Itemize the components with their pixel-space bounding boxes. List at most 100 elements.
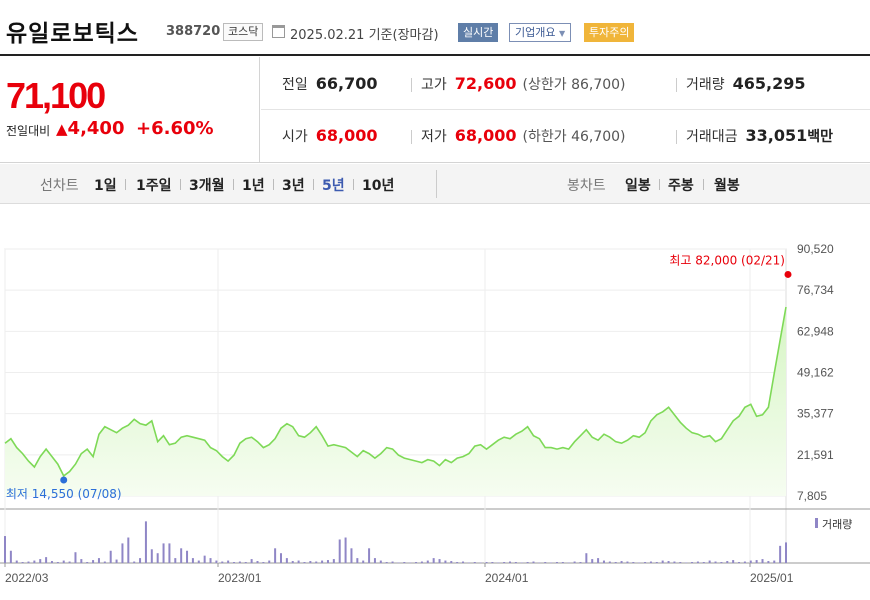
volume-bar xyxy=(761,559,764,563)
volume-bar xyxy=(350,548,353,563)
company-overview-dropdown[interactable]: 기업개요 ▼ xyxy=(509,23,572,42)
volume-bar xyxy=(62,560,65,563)
y-tick-label: 21,591 xyxy=(797,448,834,462)
low-marker xyxy=(60,476,68,484)
tab-weekly-candle[interactable]: 주봉 xyxy=(668,178,694,194)
divider xyxy=(703,179,704,190)
volume-bar xyxy=(667,561,670,563)
divider xyxy=(180,179,181,190)
investment-warning-badge: 투자주의 xyxy=(584,23,635,42)
volume-bar xyxy=(561,562,564,563)
volume-bar xyxy=(773,560,776,563)
tab-1week[interactable]: 1주일 xyxy=(136,178,172,194)
volume-legend-swatch xyxy=(815,518,818,528)
volume-bar xyxy=(473,562,476,563)
volume-bar xyxy=(755,560,758,563)
volume-bar xyxy=(309,561,312,563)
volume-bar xyxy=(33,560,36,563)
volume-bar xyxy=(68,561,71,563)
volume-bar xyxy=(544,562,547,563)
volume-bar xyxy=(315,561,318,563)
volume-bar xyxy=(356,558,359,563)
divider xyxy=(676,78,677,92)
volume-bar xyxy=(444,560,447,563)
volume-bar xyxy=(103,561,106,563)
volume-bar xyxy=(227,560,230,563)
calendar-icon xyxy=(272,25,285,38)
volume-bar xyxy=(233,562,236,563)
low-label: 최저 14,550 (07/08) xyxy=(6,487,122,501)
volume-bar xyxy=(649,561,652,563)
tab-1year[interactable]: 1년 xyxy=(242,178,265,194)
volume-bar xyxy=(162,543,165,563)
volume-bar xyxy=(121,543,124,563)
divider xyxy=(411,130,412,144)
up-triangle-icon: ▲ xyxy=(56,120,68,138)
volume-bar xyxy=(373,558,376,563)
volume-bar xyxy=(708,560,711,563)
volume-bar xyxy=(321,560,324,563)
tab-10years[interactable]: 10년 xyxy=(362,178,395,194)
tab-daily-candle[interactable]: 일봉 xyxy=(625,178,651,194)
volume-bar xyxy=(438,559,441,563)
volume-bar xyxy=(174,558,177,563)
tab-3months[interactable]: 3개월 xyxy=(189,178,225,194)
volume-bar xyxy=(279,553,282,563)
volume-bar xyxy=(732,560,735,563)
chart-period-tabs: 선차트 1일 1주일 3개월 1년 3년 5년 10년 봉차트 일봉 주봉 월봉 xyxy=(0,164,870,204)
volume-legend-label: 거래량 xyxy=(822,518,852,531)
y-tick-label: 76,734 xyxy=(797,283,834,297)
volume-bar xyxy=(186,550,189,563)
volume-bar xyxy=(403,562,406,563)
volume-bar xyxy=(702,562,705,563)
divider xyxy=(261,109,870,110)
high-marker xyxy=(784,270,792,278)
divider xyxy=(273,179,274,190)
divider xyxy=(125,179,126,190)
plot-frame xyxy=(4,248,787,564)
volume-bar xyxy=(209,558,212,563)
volume-bar xyxy=(368,548,371,563)
volume-bar xyxy=(56,562,59,563)
volume-bar xyxy=(749,560,752,563)
tab-1day[interactable]: 1일 xyxy=(94,178,117,194)
stock-code: 388720 xyxy=(166,24,221,39)
volume-bar xyxy=(509,561,512,563)
x-tick-label: 2024/01 xyxy=(485,571,529,585)
stock-header: 유일로보틱스 388720 코스닥 2025.02.21 기준(장마감) 실시간… xyxy=(0,0,870,56)
volume-bar xyxy=(168,543,171,563)
volume-bar xyxy=(661,560,664,563)
volume-bar xyxy=(673,561,676,563)
price-area xyxy=(5,307,786,496)
volume-bar xyxy=(250,559,253,563)
price-summary: 71,100 전일대비 ▲4,400 +6.60% 전일 66,700 고가 72,… xyxy=(0,57,870,163)
volume-bar xyxy=(45,557,48,563)
volume-bar xyxy=(597,558,600,563)
volume-bar xyxy=(503,562,506,563)
tab-monthly-candle[interactable]: 월봉 xyxy=(714,178,740,194)
tab-5years[interactable]: 5년 xyxy=(322,178,345,194)
volume-bar xyxy=(133,561,136,563)
tab-3years[interactable]: 3년 xyxy=(282,178,305,194)
volume-bar xyxy=(602,560,605,563)
volume-bar xyxy=(144,521,147,563)
market-badge: 코스닥 xyxy=(223,23,264,41)
volume-bar xyxy=(244,562,247,563)
volume-bar xyxy=(74,552,77,563)
realtime-button[interactable]: 실시간 xyxy=(458,23,499,42)
trade-amount: 거래대금 33,051백만 xyxy=(686,126,834,145)
volume-bar xyxy=(197,560,200,563)
volume-bar xyxy=(626,561,629,563)
volume-bar xyxy=(303,562,306,563)
volume-bar xyxy=(9,550,12,563)
volume-bar xyxy=(726,561,729,563)
volume-bar xyxy=(785,542,787,563)
volume-bar xyxy=(579,562,582,563)
volume-bar xyxy=(691,562,694,563)
volume-bar xyxy=(720,562,723,563)
change-percent: +6.60% xyxy=(136,118,214,139)
volume-bar xyxy=(632,562,635,563)
price-chart[interactable]: 90,520 76,734 62,948 49,162 35,377 21,591 7,80… xyxy=(0,205,870,600)
open-price: 시가 68,000 xyxy=(282,126,378,145)
volume-bar xyxy=(379,560,382,563)
